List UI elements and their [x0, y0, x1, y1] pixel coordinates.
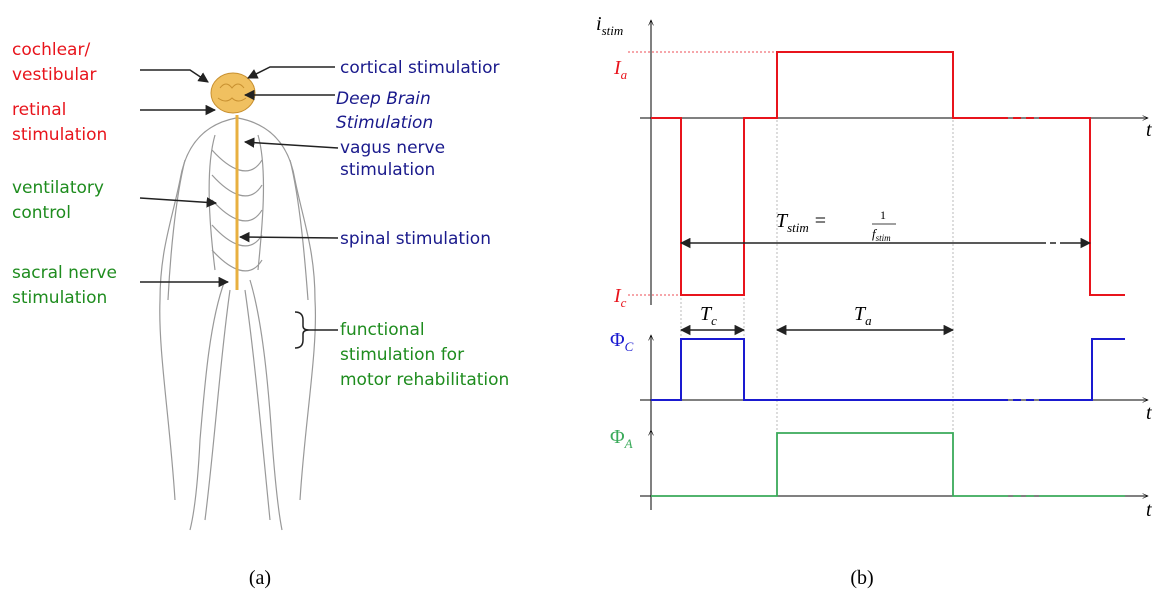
width-label: Tc [700, 303, 717, 328]
labels: cochlear/ vestibular retinal stimulation… [12, 40, 509, 390]
text: stim [876, 233, 892, 243]
math-labels: istim Ia Ic t t t Tstim= 1 fstim Tc Ta Φ… [596, 13, 1152, 521]
time-label: t [1146, 402, 1152, 424]
label: Stimulation [336, 113, 433, 133]
text: c [711, 313, 717, 328]
label: sacral nerve [12, 263, 117, 283]
axis-label: istim [596, 13, 623, 38]
time-label: t [1146, 119, 1152, 141]
text: stim [602, 23, 624, 38]
period-label: fstim [872, 226, 891, 243]
label: vagus nerve [340, 138, 445, 158]
label: stimulation for [340, 345, 464, 365]
text: Φ [610, 426, 625, 448]
label: control [12, 203, 71, 223]
caption: (a) [249, 567, 271, 589]
caption: (b) [850, 567, 873, 589]
body-illustration [160, 73, 316, 530]
level-label: Ia [613, 57, 628, 82]
label: functional [340, 320, 425, 340]
text: stim [787, 220, 809, 235]
time-label: t [1146, 499, 1152, 521]
label: stimulation [12, 125, 107, 145]
label: motor rehabilitation [340, 370, 509, 390]
period-label: Tstim= [776, 210, 826, 235]
text: Φ [610, 329, 625, 351]
text: c [621, 295, 627, 310]
text: = [815, 210, 826, 232]
period-label: 1 [880, 208, 886, 222]
label: Deep Brain [336, 89, 431, 109]
label: cortical stimulatior [340, 58, 500, 78]
width-label: Ta [854, 303, 872, 328]
level-label: Ic [613, 285, 627, 310]
label: stimulation [12, 288, 107, 308]
label: stimulation [340, 160, 435, 180]
label: retinal [12, 100, 66, 120]
text: A [624, 436, 633, 451]
label: vestibular [12, 65, 96, 85]
figure: cochlear/ vestibular retinal stimulation… [0, 0, 1158, 599]
label: spinal stimulation [340, 229, 491, 249]
timing-diagram [628, 20, 1148, 510]
text: a [865, 313, 872, 328]
text: a [621, 67, 628, 82]
phase-label: ΦA [610, 426, 633, 451]
phase-label: ΦC [610, 329, 634, 354]
label: ventilatory [12, 178, 104, 198]
label: cochlear/ [12, 40, 90, 60]
text: C [625, 339, 634, 354]
